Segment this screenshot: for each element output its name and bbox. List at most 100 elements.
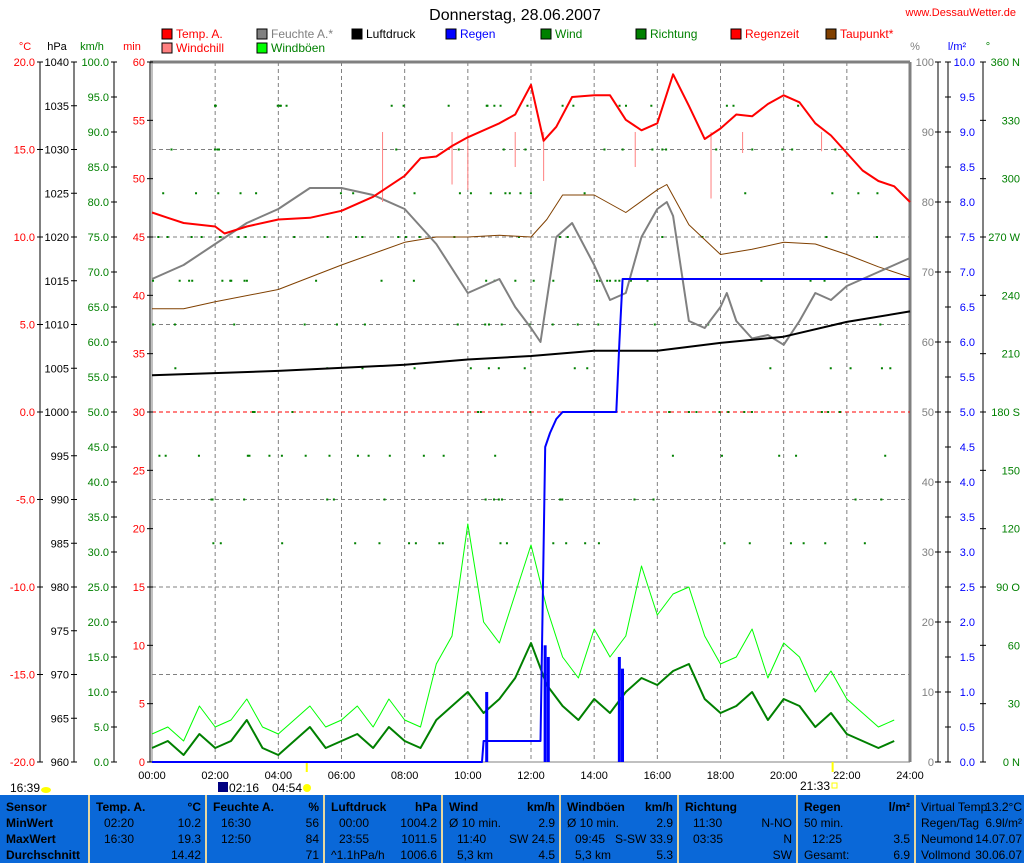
direction-point — [863, 542, 866, 545]
direction-point — [212, 542, 215, 545]
direction-point — [597, 323, 600, 326]
direction-point — [255, 192, 258, 195]
direction-point — [315, 279, 318, 282]
direction-point — [809, 279, 812, 282]
axis-tick-press: 1025 — [45, 188, 69, 200]
cell-value: 3.5 — [893, 832, 910, 846]
direction-point — [438, 542, 441, 545]
axis-tick-wind: 70.0 — [88, 267, 109, 279]
luftdruck-line — [151, 310, 911, 377]
regenzeit-bar — [546, 656, 550, 762]
direction-point — [505, 542, 508, 545]
direction-point — [791, 148, 794, 151]
direction-point — [723, 542, 726, 545]
regen-line — [152, 278, 910, 763]
direction-point — [237, 236, 240, 238]
axis-tick-min: 45 — [133, 232, 145, 244]
direction-point — [152, 323, 155, 326]
direction-point — [442, 454, 445, 457]
direction-point — [293, 236, 296, 238]
axis-tick-hum: 100 — [916, 57, 934, 69]
direction-point — [200, 236, 203, 238]
direction-point — [661, 236, 664, 238]
direction-point — [508, 192, 511, 195]
axis-tick-wind: 95.0 — [88, 92, 109, 104]
axis-tick-rain: 0.0 — [960, 757, 975, 769]
direction-point — [524, 148, 527, 151]
axis-tick-press: 990 — [51, 495, 69, 507]
time-label: 22:00 — [833, 770, 861, 782]
direction-point — [253, 411, 256, 413]
direction-point — [561, 498, 564, 501]
axis-tick-temp: 20.0 — [14, 57, 35, 69]
weather-chart: Donnerstag, 28.06.2007 www.DessauWetter.d… — [10, 7, 1021, 795]
direction-point — [718, 411, 721, 413]
cell-value: 2.9 — [538, 816, 555, 830]
sunset-icon — [831, 782, 838, 789]
direction-point — [665, 148, 668, 151]
column-windb-en: Windböen km/h Ø 10 min. 2.9 09:45 S-SW 33.9 5,… — [559, 795, 677, 863]
direction-point — [668, 411, 671, 413]
cell-value: 2.9 — [656, 816, 673, 830]
axis-tick-press: 980 — [51, 582, 69, 594]
column-temp-a-: Temp. A. °C 02:20 10.2 16:30 19.3 14.42 — [88, 795, 205, 863]
direction-point — [646, 279, 649, 282]
axis-tick-press: 960 — [51, 757, 69, 769]
sunset-time: 21:33 — [800, 779, 830, 793]
direction-point — [609, 279, 612, 282]
direction-point — [328, 454, 331, 457]
direction-point — [551, 323, 554, 326]
axis-unit-rain: l/m² — [948, 41, 967, 53]
row-label: MinWert — [6, 816, 54, 830]
time-label: 16:00 — [644, 770, 672, 782]
axis-tick-rain: 2.0 — [960, 617, 975, 629]
direction-point — [303, 323, 306, 326]
axis-tick-wind: 85.0 — [88, 162, 109, 174]
direction-point — [831, 192, 834, 195]
cell-value: 6.9 — [893, 848, 910, 862]
direction-point — [380, 279, 383, 282]
direction-point — [857, 192, 860, 195]
axis-tick-press: 975 — [51, 626, 69, 638]
direction-point — [573, 367, 576, 370]
axis-tick-press: 1015 — [45, 276, 69, 288]
direction-point — [489, 192, 492, 195]
column-head: Feuchte A. — [213, 800, 274, 814]
direction-point — [502, 148, 505, 151]
direction-point — [230, 279, 233, 282]
column-head: Luftdruck — [331, 800, 387, 814]
direction-point — [500, 323, 503, 326]
cell-time: Gesamt: — [804, 848, 850, 862]
cell-time — [96, 848, 104, 862]
cell-time: 12:50 — [221, 832, 252, 846]
axis-tick-rain: 6.0 — [960, 337, 975, 349]
direction-point — [404, 236, 407, 238]
direction-point — [629, 279, 632, 282]
direction-point — [493, 104, 496, 107]
row-label: Durchschnitt — [6, 848, 81, 862]
direction-point — [402, 104, 405, 107]
direction-point — [170, 148, 173, 151]
axis-tick-press: 1000 — [45, 407, 69, 419]
cell-time: Ø 10 min. — [449, 816, 502, 830]
direction-point — [213, 148, 216, 151]
direction-point — [280, 454, 283, 457]
axis-tick-wind: 30.0 — [88, 547, 109, 559]
axis-tick-press: 1005 — [45, 363, 69, 375]
direction-point — [162, 192, 165, 195]
cell-time: 11:40 — [457, 832, 487, 846]
axis-tick-wind: 10.0 — [88, 687, 109, 699]
direction-point — [390, 104, 393, 107]
site-link[interactable]: www.DessauWetter.de — [905, 7, 1016, 19]
direction-point — [291, 411, 294, 413]
axis-tick-hum: 30 — [922, 547, 934, 559]
axis-tick-dir: 240 — [1002, 290, 1020, 302]
direction-point — [214, 104, 217, 107]
direction-point — [614, 279, 617, 282]
info-label: Vollmond — [921, 848, 971, 862]
direction-point — [278, 104, 281, 107]
direction-point — [197, 454, 200, 457]
legend-swatch — [635, 28, 647, 40]
legend-swatch — [540, 28, 552, 40]
axis-tick-temp: -5.0 — [16, 495, 35, 507]
